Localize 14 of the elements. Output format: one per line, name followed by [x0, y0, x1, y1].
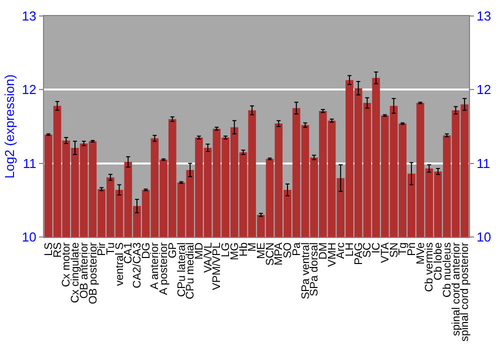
x-tick-label: Tg: [397, 242, 410, 256]
y2-tick-label: 10: [476, 230, 492, 245]
x-tick-label: Cb nucleus: [441, 242, 454, 298]
y-axis-title: Log2 (expression): [2, 74, 17, 179]
y2-tick-label: 12: [476, 82, 492, 98]
x-tick-label: DM: [317, 242, 330, 260]
x-tick-label: Pa: [290, 242, 303, 256]
y-tick-label: 12: [22, 82, 36, 98]
y-tick-label: 13: [22, 8, 36, 24]
x-tick-label: spinal cord posterior: [459, 242, 472, 342]
y-tick-label: 10: [22, 230, 36, 245]
y2-tick-label: 13: [476, 8, 492, 24]
y-tick-label: 11: [22, 156, 36, 171]
y2-tick-label: 11: [476, 156, 490, 171]
